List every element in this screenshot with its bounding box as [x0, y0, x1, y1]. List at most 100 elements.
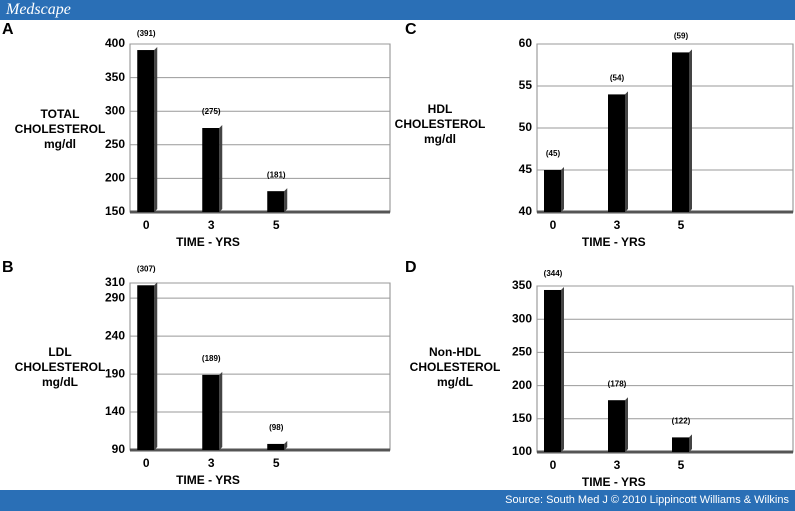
y-axis-label: mg/dl: [424, 132, 456, 146]
y-tick-label: 350: [105, 70, 125, 84]
value-label: (307): [137, 264, 156, 273]
y-axis-label: mg/dl: [44, 137, 76, 151]
y-tick-label: 45: [519, 162, 533, 176]
charts: 150200250300350400ATOTALCHOLESTEROLmg/dl…: [2, 21, 794, 489]
y-tick-label: 190: [105, 366, 125, 380]
bar: [672, 437, 689, 452]
y-tick-label: 50: [519, 120, 533, 134]
bar: [202, 128, 220, 212]
y-tick-label: 250: [512, 345, 532, 359]
bar-side: [284, 188, 288, 212]
y-axis-label: mg/dL: [437, 375, 473, 389]
x-tick-label: 5: [273, 456, 280, 470]
bar: [672, 52, 689, 213]
y-axis-label: CHOLESTEROL: [15, 360, 106, 374]
x-tick-label: 3: [208, 218, 215, 232]
y-axis-label: CHOLESTEROL: [395, 117, 486, 131]
x-axis-label: TIME - YRS: [582, 235, 646, 249]
panel-label: A: [2, 21, 14, 38]
y-axis-label: LDL: [48, 345, 71, 359]
y-tick-label: 300: [512, 311, 532, 325]
bar: [608, 94, 625, 212]
y-tick-label: 240: [105, 328, 125, 342]
plot-area: [129, 282, 391, 451]
x-tick-label: 3: [614, 218, 621, 232]
bar-side: [219, 371, 223, 450]
bar-side: [689, 49, 692, 213]
y-tick-label: 140: [105, 404, 125, 418]
plot-area: [129, 43, 391, 213]
y-tick-label: 40: [519, 204, 533, 218]
x-tick-label: 5: [273, 218, 280, 232]
bar-side: [689, 434, 692, 452]
y-axis-label: HDL: [428, 102, 453, 116]
y-tick-label: 60: [519, 36, 533, 50]
source-note: Source: South Med J © 2010 Lippincott Wi…: [505, 494, 789, 506]
panel-label: B: [2, 259, 14, 276]
value-label: (54): [610, 74, 625, 83]
plot-area: [536, 285, 794, 453]
y-axis-label: TOTAL: [41, 107, 80, 121]
y-tick-label: 400: [105, 36, 125, 50]
x-tick-label: 3: [614, 458, 621, 472]
x-tick-label: 5: [678, 218, 685, 232]
header-bar: Medscape: [0, 0, 795, 20]
y-tick-label: 310: [105, 275, 125, 289]
bar-side: [154, 47, 158, 212]
x-tick-label: 0: [143, 218, 150, 232]
x-axis-label: TIME - YRS: [176, 235, 240, 249]
y-axis-label: CHOLESTEROL: [410, 360, 501, 374]
y-tick-label: 350: [512, 278, 532, 292]
y-tick-label: 150: [512, 411, 532, 425]
y-tick-label: 300: [105, 103, 125, 117]
x-axis-label: TIME - YRS: [176, 473, 240, 487]
value-label: (391): [137, 29, 156, 38]
bar: [137, 50, 155, 212]
value-label: (98): [269, 423, 284, 432]
value-label: (344): [544, 269, 563, 278]
panel-label: C: [405, 21, 417, 38]
y-tick-label: 200: [512, 378, 532, 392]
bar-side: [561, 286, 564, 452]
y-axis-label: Non-HDL: [429, 345, 481, 359]
x-tick-label: 5: [678, 458, 685, 472]
y-tick-label: 150: [105, 204, 125, 218]
value-label: (178): [608, 379, 627, 388]
bar: [544, 170, 561, 212]
value-label: (122): [672, 417, 691, 426]
bar-side: [284, 440, 288, 450]
bar: [202, 374, 220, 450]
y-tick-label: 250: [105, 137, 125, 151]
value-label: (181): [267, 170, 286, 179]
y-axis-label: CHOLESTEROL: [15, 122, 106, 136]
value-label: (59): [674, 32, 689, 41]
y-tick-label: 290: [105, 290, 125, 304]
value-label: (189): [202, 354, 221, 363]
bar: [608, 400, 625, 452]
x-tick-label: 3: [208, 456, 215, 470]
logo: Medscape: [6, 1, 71, 18]
value-label: (275): [202, 107, 221, 116]
panel-label: D: [405, 259, 417, 276]
value-label: (45): [546, 149, 561, 158]
footer-bar: Source: South Med J © 2010 Lippincott Wi…: [0, 490, 795, 511]
bar: [267, 191, 285, 212]
x-tick-label: 0: [143, 456, 150, 470]
y-tick-label: 200: [105, 171, 125, 185]
bar: [267, 443, 285, 450]
bar-side: [561, 167, 564, 212]
y-tick-label: 90: [112, 442, 126, 456]
bar-side: [625, 91, 628, 212]
bar-side: [154, 282, 158, 450]
x-tick-label: 0: [550, 218, 557, 232]
bar: [544, 289, 561, 452]
bar-side: [625, 397, 628, 452]
x-axis-label: TIME - YRS: [582, 475, 646, 489]
x-tick-label: 0: [550, 458, 557, 472]
bar: [137, 285, 155, 450]
bar-side: [219, 125, 223, 212]
y-axis-label: mg/dL: [42, 375, 78, 389]
y-tick-label: 100: [512, 444, 532, 458]
y-tick-label: 55: [519, 78, 533, 92]
